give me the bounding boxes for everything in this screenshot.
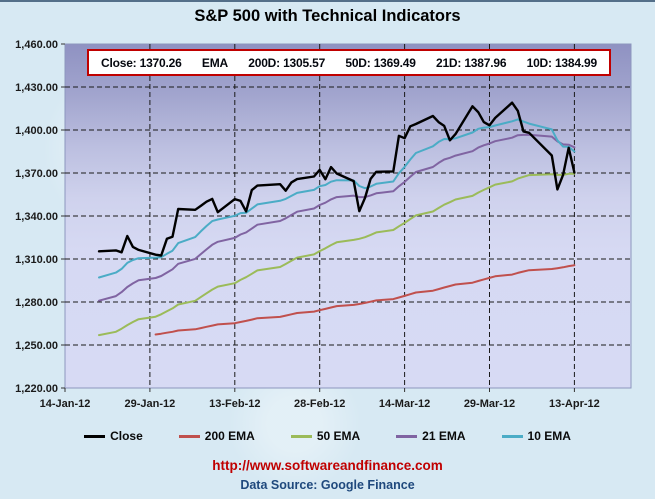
indicator-200d-value: 200D: 1305.57 [248,55,326,70]
axis-ticks [61,43,575,392]
axis-labels: 1,460.00 1,430.00 1,400.00 1,370.00 1,340.00… [15,39,600,410]
legend-line-swatch [84,434,106,438]
series-line-21-ema [98,133,576,302]
legend-label: 21 EMA [422,429,466,443]
price-chart-plot: 1,460.00 1,430.00 1,400.00 1,370.00 1,340.00… [15,39,632,410]
y-axis-label: 1,430.00 [15,82,58,94]
y-axis-label: 1,340.00 [15,211,58,223]
legend-label: 200 EMA [204,429,255,443]
legend-label: 50 EMA [316,429,361,443]
grid-lines [65,44,631,388]
indicator-50d-value: 50D: 1369.49 [345,55,416,70]
y-axis-label: 1,220.00 [15,383,58,395]
indicator-21d-value: 21D: 1387.96 [435,55,507,70]
legend-item-10-ema: 10 EMA [501,429,571,443]
legend-item-21-ema: 21 EMA [396,429,466,443]
y-axis-label: 1,250.00 [15,340,58,352]
series-lines [97,101,576,337]
y-axis-label: 1,400.00 [15,125,58,137]
legend-line-swatch [178,434,200,438]
y-axis-label: 1,460.00 [15,39,58,51]
indicator-ema-label: EMA [201,55,228,70]
legend-line-swatch [396,434,418,438]
x-axis-label: 29-Mar-12 [464,398,515,410]
legend-line-swatch [290,434,312,438]
x-axis-label: 14-Mar-12 [379,398,430,410]
x-axis-label: 13-Apr-12 [549,398,600,410]
legend-line-swatch [501,434,523,438]
legend-label: Close [110,429,143,443]
data-source-label: Data Source: Google Finance [240,478,415,492]
chart-legend: Close 200 EMA 50 EMA 21 EMA 10 EMA [0,429,655,443]
legend-item-50-ema: 50 EMA [290,429,361,443]
x-axis-label: 13-Feb-12 [209,398,260,410]
series-line-10-ema [98,118,576,279]
series-line-50-ema [98,172,576,337]
x-axis-label: 28-Feb-12 [294,398,345,410]
indicator-close-value: Close: 1370.26 [101,55,182,70]
x-axis-label: 14-Jan-12 [40,398,91,410]
legend-item-close: Close [84,429,143,443]
series-line-close [97,101,576,257]
series-line-200-ema [154,264,576,336]
legend-item-200-ema: 200 EMA [178,429,255,443]
website-url: http://www.softwareandfinance.com [212,458,443,473]
legend-label: 10 EMA [527,429,571,443]
chart-title: S&P 500 with Technical Indicators [194,7,461,25]
indicator-summary-box: Close: 1370.26 EMA 200D: 1305.57 50D: 13… [87,49,611,76]
y-axis-label: 1,310.00 [15,254,58,266]
x-axis-label: 29-Jan-12 [125,398,176,410]
y-axis-label: 1,370.00 [15,168,58,180]
indicator-10d-value: 10D: 1384.99 [526,55,598,70]
y-axis-label: 1,280.00 [15,297,58,309]
